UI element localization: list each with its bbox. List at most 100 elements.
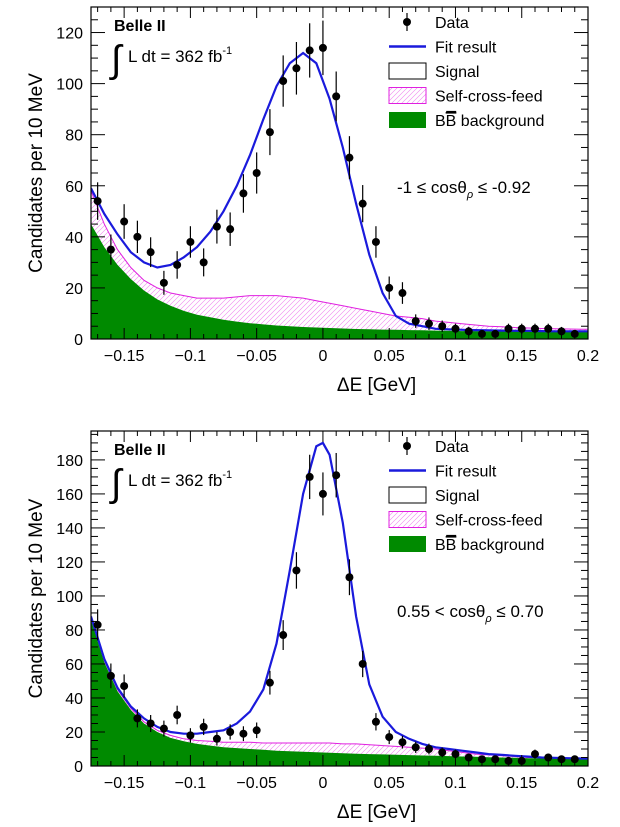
data-point [451,750,460,759]
data-point [557,327,566,336]
data-point [212,734,221,743]
legend-data-marker [403,18,411,26]
legend-bb-b: B [435,537,446,554]
data-point [120,217,129,226]
data-point [332,471,341,480]
legend-bb-suffix: background [456,113,544,130]
data-point [530,750,539,759]
data-point [93,620,102,629]
x-tick-label: −0.15 [104,775,145,792]
data-point [504,324,513,333]
data-point [226,727,235,736]
x-tick-label: −0.15 [104,348,145,365]
data-point [133,232,142,241]
data-point [570,329,579,338]
data-point [411,743,420,752]
legend-self-cross-feed-label: Self-cross-feed [435,513,543,530]
data-point [292,566,301,575]
data-point [438,748,447,757]
data-point [570,755,579,764]
legend-signal-swatch [388,486,427,504]
luminosity-value: L dt = 362 fb [128,47,222,66]
data-point [186,237,195,246]
data-point [530,324,539,333]
legend-bb-b: B [435,113,446,130]
selection-label: 0.55 < cosθρ ≤ 0.70 [397,602,544,625]
y-tick-label: 0 [74,332,83,349]
y-tick-label: 120 [56,26,83,43]
chart-panel-1: −0.15 −0.1 −0.05 0 0.05 0.1 0.15 0.2 0 20 40 60 80 10… [26,6,599,396]
data-point [159,724,168,733]
selection-text: -1 ≤ cosθ [397,178,467,197]
x-tick-label: 0.2 [577,348,599,365]
y-tick-label: 60 [65,179,83,196]
data-point [159,278,168,287]
legend-bb-suffix: background [456,537,544,554]
data-point [385,733,394,742]
x-tick-label: −0.05 [236,348,277,365]
chart-panel-2: −0.15 −0.1 −0.05 0 0.05 0.1 0.15 0.2 0 20 40 60 80 10… [26,430,599,823]
legend-self-cross-feed-swatch [388,87,427,104]
data-point [544,753,553,762]
data-point [398,289,407,298]
selection-subscript: ρ [484,613,491,625]
data-point [345,153,354,162]
selection-label: -1 ≤ cosθρ ≤ -0.92 [397,178,531,201]
data-point [305,46,314,55]
x-tick-label: 0 [318,348,327,365]
y-tick-label: 100 [56,77,83,94]
self-cross-feed-area [91,190,588,339]
data-point [411,317,420,326]
integral-sign-icon: ∫ [109,463,124,505]
data-point [491,329,500,338]
legend-data-label: Data [435,15,469,32]
y-tick-label: 100 [56,589,83,606]
data-point [544,324,553,333]
legend-bb-bbar: B [446,537,457,554]
legend-signal-label: Signal [435,488,479,505]
experiment-label: Belle II [114,18,166,35]
experiment-label: Belle II [114,442,166,459]
data-point [424,744,433,753]
legend-fit-label: Fit result [435,40,497,57]
x-tick-label: 0.15 [506,348,537,365]
data-point [491,755,500,764]
data-point [239,729,248,738]
data-point [371,717,380,726]
legend-self-cross-feed-swatch [388,511,427,528]
x-tick-label: −0.1 [175,348,207,365]
data-point [106,671,115,680]
data-point [305,472,314,481]
legend-fit-label: Fit result [435,464,497,481]
y-tick-label: 160 [56,487,83,504]
luminosity-exponent: -1 [222,45,232,57]
data-point [212,222,221,231]
data-point [477,329,486,338]
x-tick-label: −0.1 [175,775,207,792]
selection-range: ≤ -0.92 [473,178,531,197]
data-point [318,43,327,52]
x-tick-label: −0.05 [236,775,277,792]
y-tick-label: 40 [65,691,83,708]
x-tick-label: 0.15 [506,775,537,792]
data-point [504,756,513,765]
data-point [332,92,341,101]
integral-sign-icon: ∫ [109,39,124,81]
bb-background-area [91,224,588,339]
data-point [252,726,261,735]
y-tick-label: 40 [65,230,83,247]
data-point [173,710,182,719]
legend-bb-bbar: B [446,113,457,130]
x-tick-label: 0.05 [374,775,405,792]
fit-result-line [91,441,588,760]
data-point [199,722,208,731]
y-tick-label: 60 [65,657,83,674]
legend-signal-swatch [388,62,427,80]
legend-signal-label: Signal [435,64,479,81]
data-point [557,755,566,764]
luminosity-value: L dt = 362 fb [128,471,222,490]
legend-bb-background-swatch [389,536,426,552]
data-point [133,714,142,723]
data-point [464,753,473,762]
data-point [464,327,473,336]
